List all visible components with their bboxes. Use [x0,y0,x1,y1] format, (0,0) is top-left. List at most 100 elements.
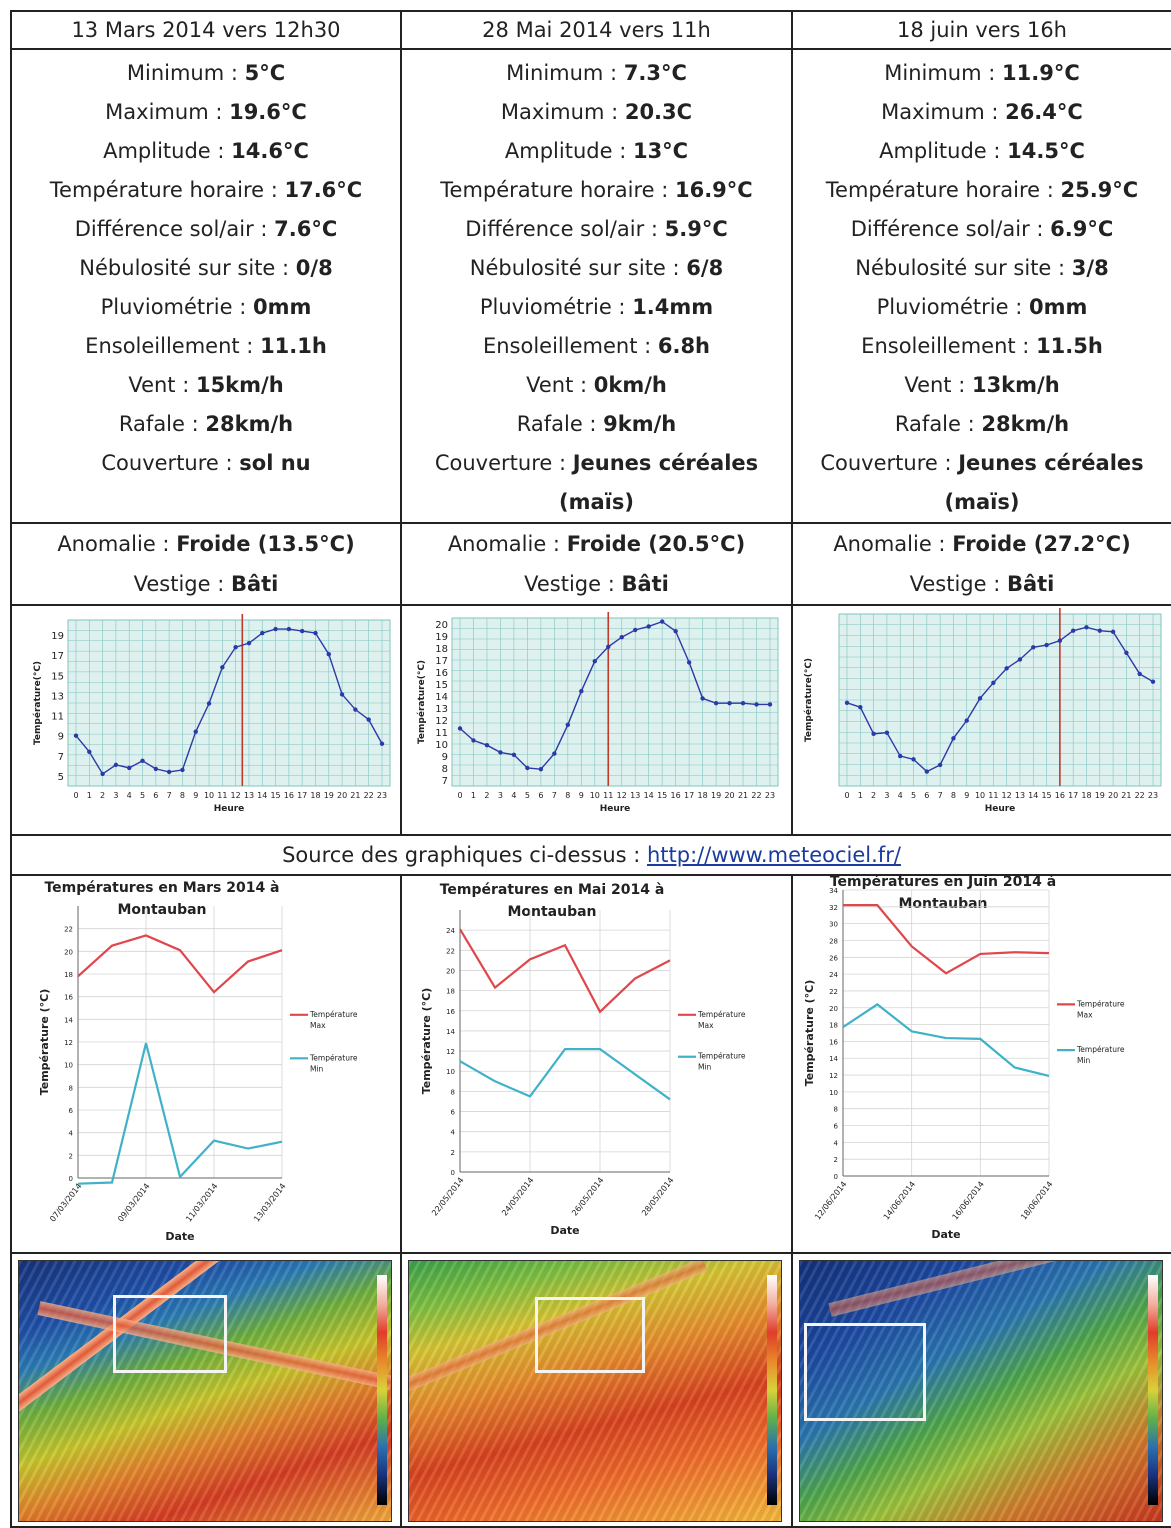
thermal-image-cell [400,1252,793,1528]
parameter-label: Couverture : [101,451,240,475]
anomaly-line: Anomalie : Froide (20.5°C) [402,524,791,564]
series-line [459,928,671,1014]
data-point [858,705,863,710]
hourly-chart: 0 1 2 3 4 5 6 7 8 9 10 11 12 13 14 15 16 17 18 19 20 21 22 23He… [803,608,1162,814]
x-tick-label: 0 [73,791,78,800]
y-tick-label: 16 [64,994,73,1002]
x-tick-label: 21 [350,791,360,800]
data-point [180,767,185,773]
data-point [87,749,92,754]
data-point [964,718,969,723]
x-tick-label: 13 [244,791,254,800]
x-tick-label: 1 [858,791,863,800]
parameter-label: Pluviométrie : [100,295,253,319]
parameter-label: Minimum : [126,61,245,85]
data-point [937,762,943,768]
parameter-value: 0km/h [593,373,667,397]
parameter-line: Nébulosité sur site : 6/8 [402,249,791,288]
parameter-line: Température horaire : 16.9°C [402,171,791,210]
data-point [1137,671,1142,677]
x-tick-label: 17 [297,791,307,800]
y-tick-label: 11 [51,712,64,723]
x-axis-label: Heure [985,804,1016,814]
temperature-line [459,620,770,770]
x-tick-label: 20 [724,791,734,800]
parameter-line: Couverture : Jeunes céréales (maïs) [793,444,1171,522]
anomaly-value: Froide (13.5°C) [176,532,355,556]
parameter-line: Ensoleillement : 11.5h [793,327,1171,366]
parameter-value: 20.3C [624,100,693,124]
data-point [471,738,476,743]
parameter-line: Rafale : 28km/h [12,405,400,444]
x-tick-label: 2 [484,791,489,800]
parameter-line: Rafale : 28km/h [793,405,1171,444]
parameter-value: 1.4mm [632,295,714,319]
parameter-line: Amplitude : 13°C [402,132,791,171]
x-tick-label: 3 [498,791,503,800]
data-point [511,752,517,757]
vestige-line: Vestige : Bâti [12,564,400,604]
data-point [1070,628,1076,633]
x-tick-label: 6 [153,791,158,800]
parameter-label: Couverture : [820,451,959,475]
y-tick-label: 12 [435,716,448,727]
data-point [353,707,358,712]
x-tick-label: 5 [140,791,145,800]
x-tick-label: 7 [552,791,557,800]
parameter-value: Jeunes céréales (maïs) [559,451,759,514]
x-tick-label: 14 [257,791,267,800]
source-link[interactable]: http://www.meteociel.fr/ [647,843,901,867]
y-axis-label: Température(°C) [416,660,427,744]
y-tick-label: 18 [64,971,73,979]
series-line [77,1042,283,1185]
thermal-image [18,1260,392,1522]
parameter-line: Maximum : 26.4°C [793,93,1171,132]
y-tick-label: 8 [834,1106,838,1114]
y-tick-label: 0 [834,1173,838,1181]
x-tick-label: 28/05/2014 [640,1176,675,1218]
parameter-line: Maximum : 20.3C [402,93,791,132]
x-tick-label: 1 [471,791,476,800]
x-tick-label: 15 [657,791,667,800]
column-header: 13 Mars 2014 vers 12h30 [10,10,402,50]
thermal-images-row [10,1252,1171,1528]
data-point [1017,657,1023,662]
y-tick-label: 2 [834,1156,838,1164]
x-tick-label: 14/06/2014 [882,1180,917,1222]
parameter-label: Pluviométrie : [479,295,633,319]
parameter-label: Ensoleillement : [85,334,261,358]
y-tick-label: 11 [435,728,448,739]
parameter-label: Maximum : [105,100,230,124]
source-text: Source des graphiques ci-dessus : [282,843,647,867]
x-tick-label: 17 [1068,791,1078,800]
x-tick-label: 1 [87,791,92,800]
parameter-label: Couverture : [434,451,573,475]
parameter-label: Maximum : [881,100,1006,124]
y-axis-label: Température (°C) [803,980,816,1087]
y-tick-label: 4 [69,1130,74,1138]
parameter-label: Nébulosité sur site : [855,256,1072,280]
y-tick-label: 20 [435,620,448,631]
y-tick-label: 24 [829,971,838,979]
y-tick-label: 16 [829,1038,838,1046]
legend-label: Température [1076,999,1125,1008]
x-tick-label: 16 [671,791,681,800]
x-tick-label: 11 [988,791,998,800]
parameter-label: Rafale : [118,412,206,436]
y-tick-label: 16 [446,1008,455,1016]
data-point [299,628,305,634]
data-point [100,771,105,777]
column-header: 18 juin vers 16h [791,10,1171,50]
source-row: Source des graphiques ci-dessus : http:/… [10,834,1171,876]
x-tick-label: 9 [193,791,198,800]
x-tick-label: 18/06/2014 [1019,1180,1054,1222]
data-point [127,765,132,771]
parameter-line: Température horaire : 17.6°C [12,171,400,210]
parameter-line: Vent : 15km/h [12,366,400,405]
chart-title: Températures en Mai 2014 à [440,882,665,898]
x-tick-label: 11/03/2014 [184,1182,219,1224]
y-tick-label: 20 [64,948,73,956]
series-line [459,1047,671,1101]
data-point [1031,645,1036,650]
